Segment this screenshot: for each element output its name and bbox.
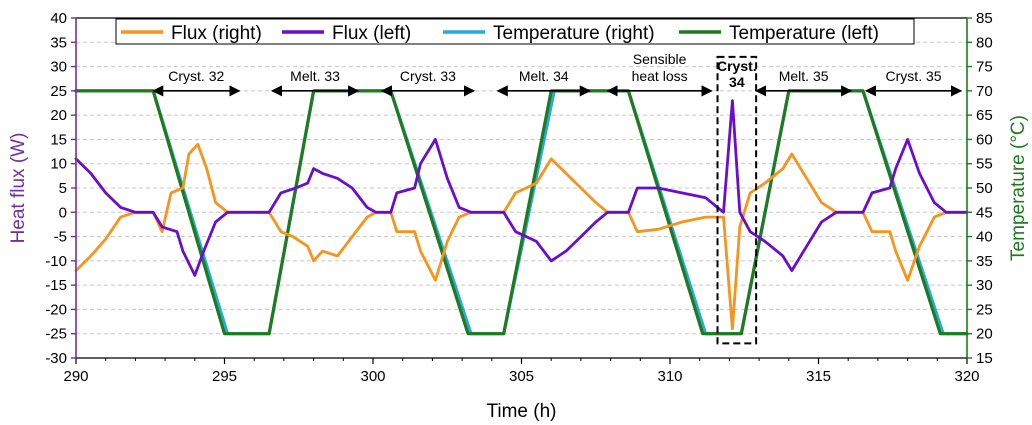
legend-box xyxy=(115,18,915,45)
legend-label: Flux (right) xyxy=(171,23,262,44)
y-right-tick-label: 15 xyxy=(976,350,993,367)
y-right-tick-label: 45 xyxy=(976,204,993,221)
annotation-label-melt-35: Melt. 35 xyxy=(779,68,829,84)
y-left-tick-label: 35 xyxy=(50,34,67,51)
series-group xyxy=(74,89,969,336)
y-right-tick-label: 85 xyxy=(976,10,993,27)
y-right-tick-label: 40 xyxy=(976,229,993,246)
legend-label: Temperature (left) xyxy=(729,23,879,44)
y-left-tick-label: -15 xyxy=(45,277,67,294)
annotation-label-melt-33: Melt. 33 xyxy=(290,68,340,84)
y-left-tick-label: -5 xyxy=(54,229,67,246)
x-tick-label: 315 xyxy=(806,368,831,385)
y-left-tick-label: 10 xyxy=(50,156,67,173)
y-right-tick-label: 50 xyxy=(976,180,993,197)
x-tick-label: 310 xyxy=(657,368,682,385)
x-tick-label: 295 xyxy=(212,368,237,385)
legend: Flux (right) Flux (left) Temperature (righ… xyxy=(115,18,915,45)
y-left-tick-label: 5 xyxy=(59,180,67,197)
x-axis-title: Time (h) xyxy=(486,401,556,422)
y-left-tick-label: -25 xyxy=(45,326,67,343)
y-left-tick-label: -30 xyxy=(45,350,67,367)
annotation-label-cryst-34: Cryst. xyxy=(717,58,757,74)
y-right-tick-label: 30 xyxy=(976,277,993,294)
y-right-tick-label: 25 xyxy=(976,301,993,318)
y-axis-left-title: Heat flux (W) xyxy=(8,133,29,244)
y-left-tick-label: 40 xyxy=(50,10,67,27)
highlight-box xyxy=(716,55,758,345)
y-right-tick-label: 35 xyxy=(976,253,993,270)
y-left-tick-label: 20 xyxy=(50,107,67,124)
annotation-label-sensible-heat-loss: Sensible xyxy=(633,51,687,67)
y-right-tick-label: 70 xyxy=(976,83,993,100)
y-left-tick-label: 15 xyxy=(50,131,67,148)
y-left-tick-label: 25 xyxy=(50,83,67,100)
legend-label: Temperature (right) xyxy=(493,23,655,44)
y-right-tick-label: 20 xyxy=(976,326,993,343)
legend-label: Flux (left) xyxy=(332,23,411,44)
annotation-label-cryst-35: Cryst. 35 xyxy=(886,68,942,84)
series-line-flux-left xyxy=(74,99,969,277)
gridlines xyxy=(76,41,967,335)
y-right-tick-label: 55 xyxy=(976,156,993,173)
annotation-label-melt-34: Melt. 34 xyxy=(519,68,569,84)
x-tick-label: 290 xyxy=(63,368,88,385)
annotation-label-sensible-heat-loss: heat loss xyxy=(632,68,688,84)
annotation-label-cryst-32: Cryst. 32 xyxy=(168,68,224,84)
x-tick-label: 300 xyxy=(360,368,385,385)
y-right-tick-label: 75 xyxy=(976,59,993,76)
y-left-tick-label: -10 xyxy=(45,253,67,270)
y-right-tick-label: 80 xyxy=(976,34,993,51)
axes-group: 290 295 300 305 310 315 320-30-25-20-15-10-505… xyxy=(8,10,1029,422)
y-left-tick-label: -20 xyxy=(45,301,67,318)
phase-annotations: Cryst. 32 Melt. 33 Cryst. 33 Melt. 34 Sensib… xyxy=(152,51,963,345)
y-left-tick-label: 0 xyxy=(59,204,67,221)
x-tick-label: 320 xyxy=(954,368,979,385)
y-right-tick-label: 60 xyxy=(976,131,993,148)
y-axis-right-title: Temperature (°C) xyxy=(1008,115,1029,261)
y-right-tick-label: 65 xyxy=(976,107,993,124)
x-tick-label: 305 xyxy=(509,368,534,385)
y-left-tick-label: 30 xyxy=(50,59,67,76)
annotation-label-cryst-33: Cryst. 33 xyxy=(400,68,456,84)
annotation-label-cryst-34: 34 xyxy=(729,74,745,90)
